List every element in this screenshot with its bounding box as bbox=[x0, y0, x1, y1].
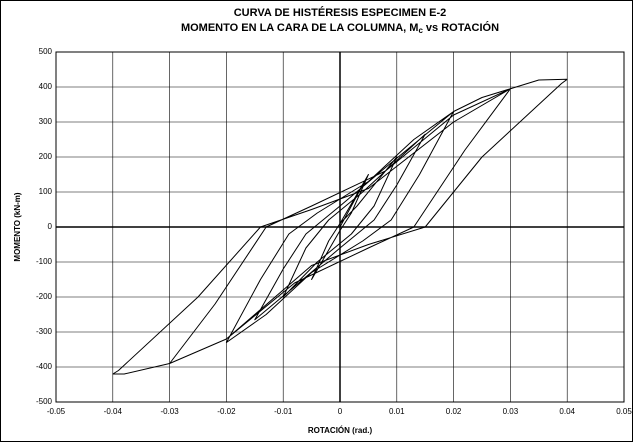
x-tick-label: -0.02 bbox=[217, 407, 236, 416]
x-tick-label: -0.01 bbox=[274, 407, 293, 416]
x-tick-label: -0.05 bbox=[47, 407, 66, 416]
y-tick-label: -300 bbox=[36, 327, 53, 336]
x-tick-label: 0.04 bbox=[559, 407, 575, 416]
hysteresis-curve bbox=[112, 78, 568, 375]
x-tick-label: 0.01 bbox=[389, 407, 405, 416]
subtitle-subscript: c bbox=[418, 26, 423, 35]
y-tick-label: 500 bbox=[39, 47, 53, 56]
x-tick-label: -0.03 bbox=[160, 407, 179, 416]
y-axis-label: MOMENTO (kN-m) bbox=[13, 192, 22, 262]
y-tick-label: -100 bbox=[36, 257, 53, 266]
chart-subtitle: MOMENTO EN LA CARA DE LA COLUMNA, Mc vs R… bbox=[181, 21, 499, 35]
y-tick-label: -500 bbox=[36, 397, 53, 406]
x-axis-label: ROTACIÓN (rad.) bbox=[308, 426, 373, 435]
x-tick-label: 0.03 bbox=[503, 407, 519, 416]
chart-title: CURVA DE HISTÉRESIS ESPECIMEN E-2 bbox=[234, 6, 447, 19]
x-tick-label: -0.04 bbox=[104, 407, 123, 416]
x-tick-label: 0.05 bbox=[616, 407, 632, 416]
x-tick-label: 0 bbox=[338, 407, 343, 416]
y-tick-label: -400 bbox=[36, 362, 53, 371]
subtitle-text: MOMENTO EN LA CARA DE LA COLUMNA, M bbox=[181, 22, 419, 34]
y-tick-label: 300 bbox=[39, 117, 53, 126]
y-tick-label: 0 bbox=[48, 222, 53, 231]
x-tick-label: 0.02 bbox=[446, 407, 462, 416]
subtitle-tail: vs ROTACIÓN bbox=[426, 21, 499, 34]
y-tick-label: 100 bbox=[39, 187, 53, 196]
y-tick-label: -200 bbox=[36, 292, 53, 301]
y-tick-label: 400 bbox=[39, 82, 53, 91]
y-tick-label: 200 bbox=[39, 152, 53, 161]
